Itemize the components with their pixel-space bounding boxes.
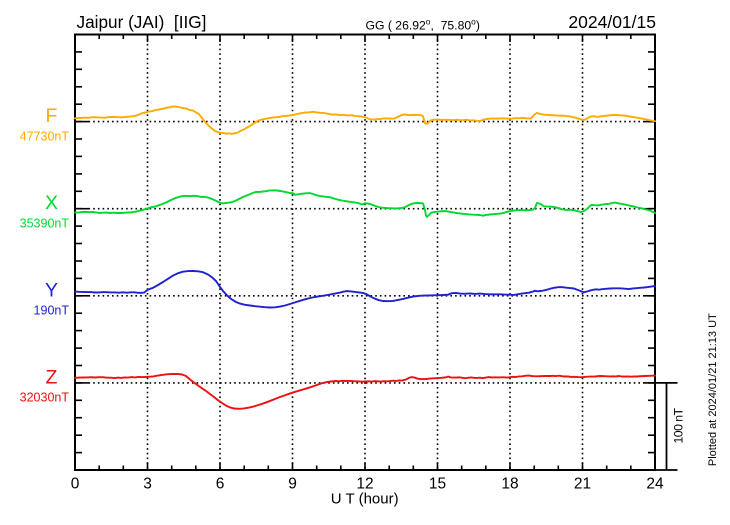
svg-text:24: 24 bbox=[646, 476, 664, 493]
svg-text:100 nT: 100 nT bbox=[671, 407, 685, 443]
svg-text:F: F bbox=[46, 105, 58, 127]
svg-text:15: 15 bbox=[429, 476, 446, 493]
svg-text:9: 9 bbox=[288, 476, 297, 493]
svg-text:Plotted at 2024/01/21 21:13 UT: Plotted at 2024/01/21 21:13 UT bbox=[707, 313, 719, 466]
svg-text:18: 18 bbox=[501, 476, 518, 493]
svg-text:0: 0 bbox=[71, 476, 80, 493]
svg-text:Z: Z bbox=[46, 366, 58, 388]
svg-text:Jaipur (JAI) [IIG]: Jaipur (JAI) [IIG] bbox=[77, 12, 207, 32]
svg-text:Y: Y bbox=[45, 279, 58, 301]
svg-text:32030nT: 32030nT bbox=[20, 391, 70, 405]
svg-text:12: 12 bbox=[356, 476, 373, 493]
svg-text:2024/01/15: 2024/01/15 bbox=[568, 12, 656, 32]
svg-text:3: 3 bbox=[143, 476, 152, 493]
svg-text:U T (hour): U T (hour) bbox=[331, 491, 399, 508]
svg-text:X: X bbox=[45, 192, 58, 214]
svg-text:47730nT: 47730nT bbox=[20, 129, 70, 143]
svg-text:35390nT: 35390nT bbox=[20, 216, 70, 230]
svg-text:GG ( 26.92o, 75.80o): GG ( 26.92o, 75.80o) bbox=[366, 17, 480, 33]
svg-text:6: 6 bbox=[216, 476, 225, 493]
svg-text:21: 21 bbox=[574, 476, 591, 493]
svg-text:190nT: 190nT bbox=[34, 304, 70, 318]
